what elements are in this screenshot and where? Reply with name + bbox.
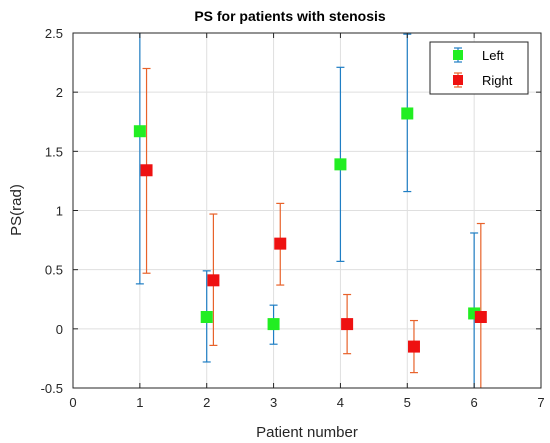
right-marker — [274, 237, 287, 250]
x-tick-label: 2 — [203, 395, 210, 410]
chart-title: PS for patients with stenosis — [194, 8, 386, 24]
y-ticks: -0.5 0 0.5 1 1.5 2 2.5 — [41, 26, 541, 396]
right-error-bar — [476, 222, 485, 388]
x-tick-label: 3 — [270, 395, 277, 410]
x-tick-label: 7 — [537, 395, 544, 410]
right-marker — [341, 318, 354, 331]
x-ticks: 0 1 2 3 4 5 6 7 — [69, 33, 545, 410]
left-marker — [133, 125, 146, 138]
legend-label-left: Left — [482, 48, 504, 63]
x-tick-label: 0 — [69, 395, 76, 410]
legend: Left Right — [429, 41, 529, 95]
y-tick-label: 0 — [56, 322, 63, 337]
y-tick-label: 0.5 — [45, 263, 63, 278]
left-marker — [267, 318, 280, 331]
x-tick-label: 4 — [337, 395, 344, 410]
legend-entry-left: Left — [453, 47, 504, 63]
right-marker — [140, 164, 153, 177]
right-marker — [207, 274, 220, 287]
x-axis-label: Patient number — [256, 424, 358, 441]
x-tick-label: 1 — [136, 395, 143, 410]
right-marker — [474, 311, 487, 323]
right-marker — [407, 340, 420, 353]
y-tick-label: 1.5 — [45, 144, 63, 159]
data-markers — [133, 107, 487, 353]
x-tick-label: 6 — [471, 395, 478, 410]
y-tick-label: 1 — [56, 204, 63, 219]
left-marker — [334, 158, 347, 171]
legend-label-right: Right — [482, 73, 513, 88]
legend-marker-right — [453, 75, 463, 85]
x-tick-label: 5 — [404, 395, 411, 410]
legend-marker-left — [453, 50, 463, 60]
y-tick-label: 2 — [56, 85, 63, 100]
legend-entry-right: Right — [453, 72, 513, 88]
y-tick-label: 2.5 — [45, 26, 63, 41]
left-marker — [401, 107, 414, 120]
left-error-bar — [135, 33, 144, 285]
legend-box — [429, 41, 529, 95]
left-marker — [200, 311, 213, 323]
y-axis-label: PS(rad) — [8, 184, 25, 236]
y-tick-label: -0.5 — [41, 381, 63, 396]
